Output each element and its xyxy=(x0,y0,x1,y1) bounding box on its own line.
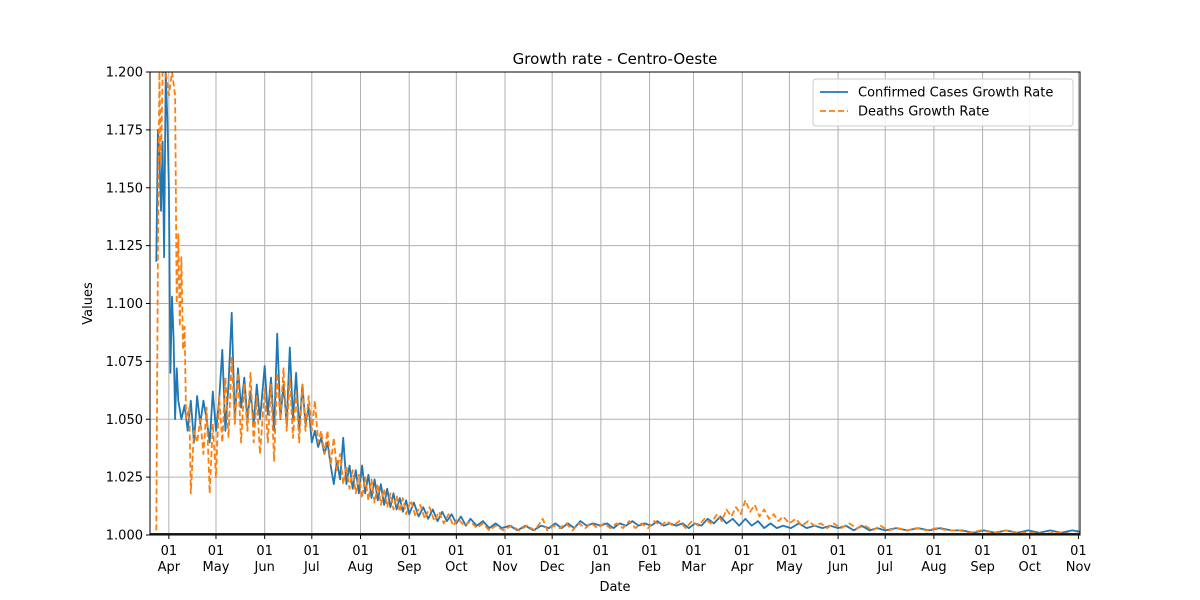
x-tick-day-label: 01 xyxy=(304,544,321,559)
y-axis-label: Values xyxy=(81,282,96,325)
x-tick-month-label: Mar xyxy=(681,560,706,575)
series-lines xyxy=(150,72,1080,535)
x-tick-day-label: 01 xyxy=(1021,544,1038,559)
x-tick-day-label: 01 xyxy=(401,544,418,559)
x-tick-day-label: 01 xyxy=(352,544,369,559)
x-tick-day-label: 01 xyxy=(544,544,561,559)
x-tick-month-label: Nov xyxy=(1066,560,1092,575)
y-tick-label: 1.025 xyxy=(106,471,143,486)
x-tick-month-label: Aug xyxy=(348,560,373,575)
x-tick-day-label: 01 xyxy=(593,544,610,559)
y-tick-label: 1.125 xyxy=(106,239,143,254)
y-tick-label: 1.175 xyxy=(106,123,143,138)
x-tick-month-label: Apr xyxy=(158,560,181,575)
x-tick-day-label: 01 xyxy=(734,544,751,559)
chart-title: Growth rate - Centro-Oeste xyxy=(513,50,718,68)
y-tick-label: 1.200 xyxy=(106,66,143,81)
x-tick-day-label: 01 xyxy=(641,544,658,559)
x-tick-day-label: 01 xyxy=(685,544,702,559)
y-axis: 1.000 1.025 1.050 1.075 1.100 1.125 1.150 1.175… xyxy=(106,66,150,544)
x-tick-month-label: Nov xyxy=(492,560,518,575)
x-tick-day-label: 01 xyxy=(926,544,943,559)
x-tick-month-label: Jul xyxy=(303,560,320,575)
x-tick-month-label: Jun xyxy=(254,560,275,575)
x-tick-month-label: Jan xyxy=(590,560,611,575)
x-tick-day-label: 01 xyxy=(877,544,894,559)
x-tick-month-label: Dec xyxy=(540,560,565,575)
grid-lines xyxy=(150,71,1080,536)
legend-label-confirmed: Confirmed Cases Growth Rate xyxy=(858,86,1053,101)
x-tick-month-label: May xyxy=(776,560,803,575)
x-tick-month-label: Jun xyxy=(827,560,848,575)
x-tick-month-label: May xyxy=(203,560,230,575)
y-tick-label: 1.100 xyxy=(106,297,143,312)
x-axis: 01Apr01May01Jun01Jul01Aug01Sep01Oct01Nov… xyxy=(158,535,1092,575)
x-tick-day-label: 01 xyxy=(1070,544,1087,559)
x-tick-day-label: 01 xyxy=(781,544,798,559)
y-tick-label: 1.050 xyxy=(106,413,143,428)
x-tick-month-label: Apr xyxy=(731,560,754,575)
x-tick-day-label: 01 xyxy=(448,544,465,559)
y-tick-label: 1.075 xyxy=(106,355,143,370)
legend-label-deaths: Deaths Growth Rate xyxy=(858,105,989,120)
x-tick-day-label: 01 xyxy=(830,544,847,559)
legend: Confirmed Cases Growth Rate Deaths Growt… xyxy=(812,78,1074,127)
x-tick-month-label: Oct xyxy=(445,560,467,575)
x-tick-month-label: Jul xyxy=(876,560,893,575)
x-tick-day-label: 01 xyxy=(161,544,178,559)
legend-box xyxy=(812,78,1074,127)
x-tick-month-label: Aug xyxy=(921,560,946,575)
x-tick-day-label: 01 xyxy=(974,544,991,559)
series-line-deaths xyxy=(155,72,1080,535)
x-tick-month-label: Sep xyxy=(970,560,995,575)
x-tick-month-label: Feb xyxy=(638,560,661,575)
x-tick-month-label: Oct xyxy=(1018,560,1040,575)
x-tick-day-label: 01 xyxy=(497,544,514,559)
y-tick-label: 1.000 xyxy=(106,529,143,544)
y-tick-label: 1.150 xyxy=(106,181,143,196)
series-line-confirmed xyxy=(155,72,1080,534)
x-tick-day-label: 01 xyxy=(208,544,225,559)
x-tick-month-label: Sep xyxy=(397,560,422,575)
x-axis-label: Date xyxy=(599,580,630,595)
x-tick-day-label: 01 xyxy=(256,544,273,559)
